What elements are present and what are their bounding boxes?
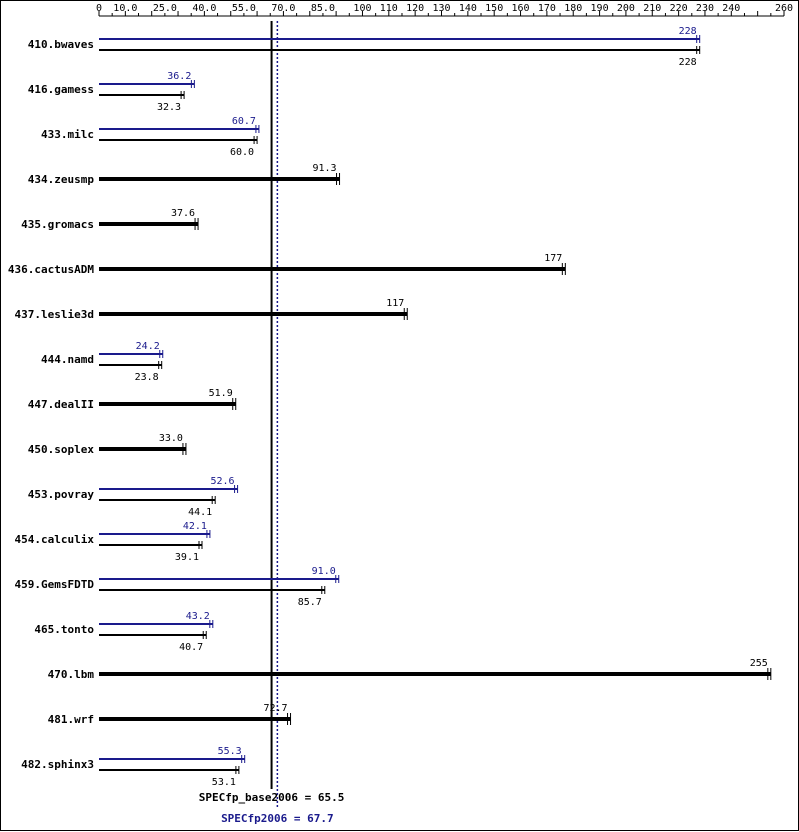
x-tick-label: 10.0	[113, 3, 137, 14]
reference-line-labels: SPECfp_base2006 = 65.5 SPECfp2006 = 67.7	[199, 791, 345, 825]
benchmark-label: 410.bwaves	[28, 38, 94, 51]
x-tick-label: 170	[538, 3, 556, 14]
benchmark-label: 459.GemsFDTD	[15, 578, 95, 591]
bar-base-value-label: 23.8	[135, 372, 159, 383]
x-tick-label: 160	[512, 3, 530, 14]
x-axis: 0 10.0 25.0 40.0 55.0 70.0 85.0 100 110 120 130 140…	[96, 3, 793, 17]
x-tick-label: 55.0	[232, 3, 256, 14]
reference-lines	[270, 21, 279, 809]
bars: 410.bwaves 228 228 416.gamess 36.2 32.3 433.mi…	[8, 26, 772, 788]
bar-peak-value-label: 42.1	[183, 521, 207, 532]
bar-peak-value-label: 60.7	[232, 116, 256, 127]
bar-peak-value-label: 36.2	[167, 71, 191, 82]
benchmark-label: 465.tonto	[34, 623, 94, 636]
x-tick-label: 100	[353, 3, 371, 14]
x-tick-label: 140	[459, 3, 477, 14]
x-tick-label: 190	[591, 3, 609, 14]
x-tick-label: 180	[564, 3, 582, 14]
x-tick-label: 210	[643, 3, 661, 14]
x-tick-label: 240	[722, 3, 740, 14]
benchmark-label: 444.namd	[41, 353, 94, 366]
bar-base-value-label: 37.6	[171, 208, 195, 219]
bar-base-value-label: 177	[544, 253, 562, 264]
x-tick-label: 220	[670, 3, 688, 14]
benchmark-label: 435.gromacs	[21, 218, 94, 231]
x-tick-label: 0	[96, 3, 102, 14]
reference-line-label-peak: SPECfp2006 = 67.7	[221, 812, 334, 825]
bar-base-value-label: 91.3	[312, 163, 336, 174]
bar-peak-value-label: 55.3	[218, 746, 242, 757]
bar-base-value-label: 228	[679, 57, 697, 68]
benchmark-label: 416.gamess	[28, 83, 94, 96]
benchmark-label: 447.dealII	[28, 398, 94, 411]
bar-peak-value-label: 43.2	[186, 611, 210, 622]
x-tick-label: 110	[380, 3, 398, 14]
x-tick-label: 70.0	[271, 3, 295, 14]
bar-base-value-label: 51.9	[209, 388, 233, 399]
benchmark-label: 482.sphinx3	[21, 758, 94, 771]
x-tick-label: 130	[432, 3, 450, 14]
bar-base-value-label: 53.1	[212, 777, 236, 788]
x-tick-label: 150	[485, 3, 503, 14]
bar-base-value-label: 117	[386, 298, 404, 309]
bar-base-value-label: 85.7	[298, 597, 322, 608]
benchmark-label: 436.cactusADM	[8, 263, 94, 276]
bar-peak-value-label: 228	[679, 26, 697, 37]
benchmark-label: 481.wrf	[48, 713, 94, 726]
bar-base-value-label: 72.7	[263, 703, 287, 714]
benchmark-label: 454.calculix	[15, 533, 95, 546]
x-tick-label: 40.0	[192, 3, 216, 14]
benchmark-label: 433.milc	[41, 128, 94, 141]
bar-base-value-label: 44.1	[188, 507, 212, 518]
benchmark-label: 470.lbm	[48, 668, 95, 681]
bar-peak-value-label: 24.2	[136, 341, 160, 352]
x-tick-label: 25.0	[153, 3, 177, 14]
x-tick-label: 230	[696, 3, 714, 14]
x-tick-label: 85.0	[311, 3, 335, 14]
bar-base-value-label: 39.1	[175, 552, 199, 563]
benchmark-label: 437.leslie3d	[15, 308, 94, 321]
bar-base-value-label: 32.3	[157, 102, 181, 113]
benchmark-label: 453.povray	[28, 488, 95, 501]
bar-base-value-label: 60.0	[230, 147, 254, 158]
bar-base-value-label: 255	[750, 658, 768, 669]
bar-peak-value-label: 52.6	[210, 476, 234, 487]
bar-base-value-label: 40.7	[179, 642, 203, 653]
bar-peak-value-label: 91.0	[312, 566, 336, 577]
reference-line-label-base: SPECfp_base2006 = 65.5	[199, 791, 345, 804]
benchmark-label: 434.zeusmp	[28, 173, 95, 186]
x-tick-label: 200	[617, 3, 635, 14]
x-tick-label: 120	[406, 3, 424, 14]
bar-base-value-label: 33.0	[159, 433, 183, 444]
x-tick-label: 260	[775, 3, 793, 14]
benchmark-label: 450.soplex	[28, 443, 95, 456]
